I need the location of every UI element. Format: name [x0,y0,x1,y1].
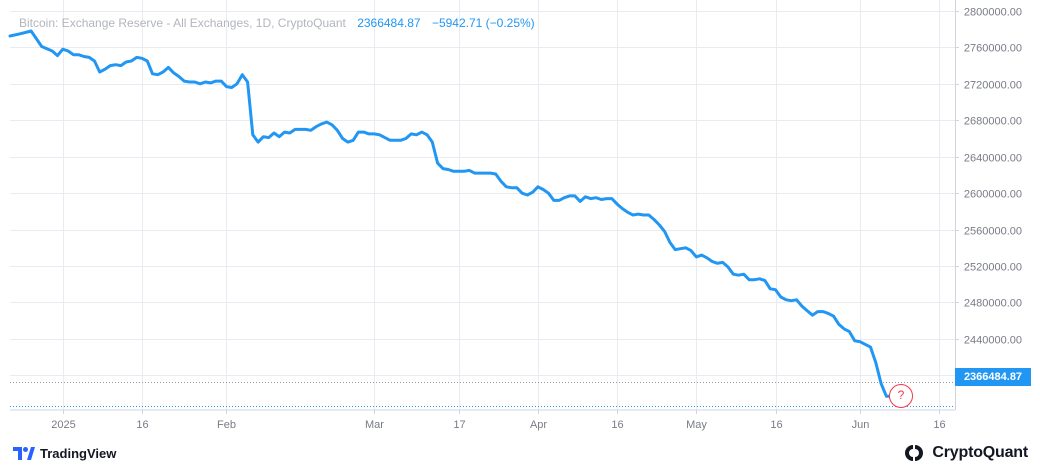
x-tick-label: 16 [933,419,945,431]
tradingview-logo-icon [13,447,35,460]
tradingview-branding[interactable]: TradingView [13,446,116,461]
current-price-label: 2366484.87 [955,368,1031,386]
series-change: −5942.71 (−0.25%) [431,16,535,30]
question-icon[interactable]: ? [889,384,913,408]
vertical-gridlines [63,0,940,410]
x-tick-label: 2025 [51,419,75,431]
y-tick-label: 2720000.00 [964,80,1022,92]
chart-legend: Bitcoin: Exchange Reserve - All Exchange… [19,16,535,30]
y-tick-label: 2800000.00 [964,7,1022,19]
x-tick-label: Feb [217,419,236,431]
y-tick-label: 2600000.00 [964,189,1022,201]
series-last-value: 2366484.87 [357,16,421,30]
series-line-exchange-reserve[interactable] [8,29,904,408]
y-tick-label: 2480000.00 [964,298,1022,310]
price-axis[interactable]: 2800000.00 2760000.00 2720000.00 2680000.00… [955,7,1022,383]
y-tick-label: 2440000.00 [964,335,1022,347]
x-tick-label: 16 [611,419,623,431]
x-tick-label: 17 [453,419,465,431]
cryptoquant-branding: CryptoQuant [904,444,1028,462]
horizontal-gridlines [10,11,955,376]
x-tick-label: May [686,419,707,431]
y-tick-label: 2680000.00 [964,116,1022,128]
y-tick-label: 2560000.00 [964,226,1022,238]
x-tick-label: 16 [136,419,148,431]
cryptoquant-logo-icon [905,445,924,461]
time-axis[interactable]: 2025 16 Feb Mar 17 Apr 16 May 16 Jun 16 [51,410,946,431]
x-tick-label: Jun [852,419,870,431]
y-tick-label: 2640000.00 [964,153,1022,165]
cryptoquant-label: CryptoQuant [932,444,1028,461]
x-tick-label: 16 [770,419,782,431]
tradingview-label: TradingView [40,446,117,461]
y-tick-label: 2760000.00 [964,43,1022,55]
x-tick-label: Mar [365,419,384,431]
x-tick-label: Apr [530,419,547,431]
series-title: Bitcoin: Exchange Reserve - All Exchange… [19,16,346,30]
y-tick-label: 2520000.00 [964,262,1022,274]
